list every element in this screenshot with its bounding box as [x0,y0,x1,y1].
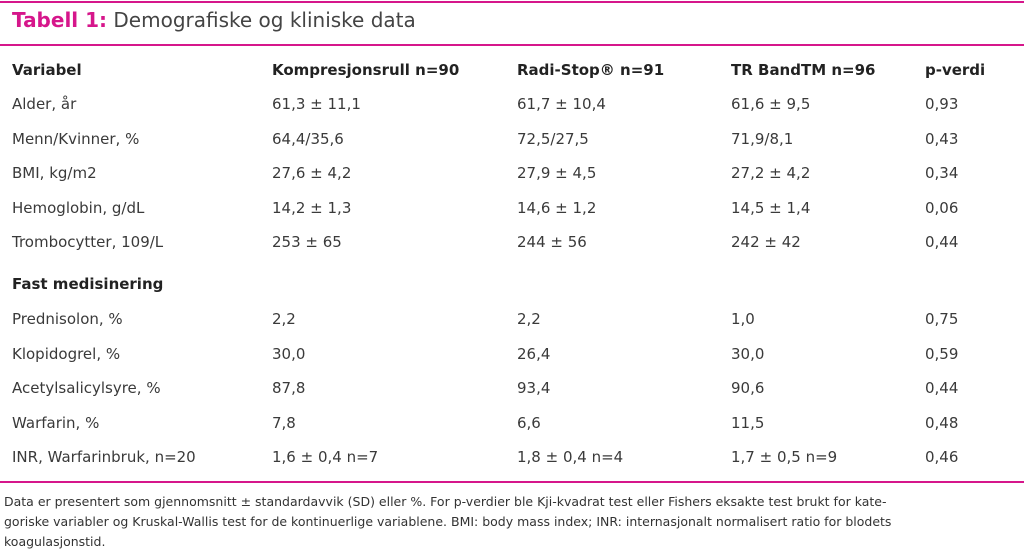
table-cell: 0,75 [925,310,959,328]
table-cell: BMI, kg/m2 [12,164,97,183]
table-cell: 14,6 ± 1,2 [517,198,597,217]
title-text: Demografiske og kliniske data [113,8,416,32]
table-cell: 242 ± 42 [731,233,801,252]
footnote-line: Data er presentert som gjennomsnitt ± st… [4,494,887,509]
footnote-line: koagulasjonstid. [4,534,106,549]
table-cell: 0,43 [925,129,959,148]
table-cell: Menn/Kvinner, % [12,129,140,148]
table-cell: 61,3 ± 11,1 [272,95,361,113]
table-cell: 30,0 [731,344,765,363]
table-cell: Prednisolon, % [12,310,123,328]
table-cell: 6,6 [517,413,541,432]
table-cell: 1,6 ± 0,4 n=7 [272,448,379,467]
table-cell: 27,9 ± 4,5 [517,164,597,183]
table-cell: 71,9/8,1 [731,129,794,148]
column-header: TR BandTM n=96 [731,61,876,79]
table-cell: 1,7 ± 0,5 n=9 [731,448,838,467]
table-cell: Warfarin, % [12,413,100,432]
table-cell: Acetylsalicylsyre, % [12,379,161,398]
table-cell: 27,2 ± 4,2 [731,164,811,183]
table-cell: 30,0 [272,344,306,363]
table-cell: 253 ± 65 [272,233,342,252]
table-cell: 93,4 [517,379,551,398]
table-cell: 1,8 ± 0,4 n=4 [517,448,624,467]
table-cell: 7,8 [272,413,296,432]
table-cell: 14,2 ± 1,3 [272,198,352,217]
table-cell: 2,2 [517,310,541,328]
table-title: Tabell 1: Demografiske og kliniske data [12,8,416,32]
table-cell: 0,93 [925,95,959,113]
column-header: Kompresjonsrull n=90 [272,61,460,79]
column-header: Radi-Stop® n=91 [517,61,665,79]
footnote-line: goriske variabler og Kruskal-Wallis test… [4,514,892,529]
table-cell: 26,4 [517,344,551,363]
table-cell: Alder, år [12,95,77,113]
table-cell: 244 ± 56 [517,233,587,252]
table-cell: 61,7 ± 10,4 [517,95,606,113]
table-cell: 0,59 [925,344,959,363]
table-cell: 14,5 ± 1,4 [731,198,811,217]
title-label: Tabell 1: [12,8,108,32]
table-cell: 1,0 [731,310,755,328]
table-cell: 11,5 [731,413,765,432]
section-header: Fast medisinering [12,275,164,293]
top-rule [0,1,1024,3]
table-cell: 64,4/35,6 [272,129,344,148]
table-cell: Hemoglobin, g/dL [12,198,145,217]
bottom-rule [0,481,1024,483]
table-cell: 0,44 [925,233,959,252]
table-cell: Klopidogrel, % [12,344,121,363]
table-cell: 72,5/27,5 [517,129,589,148]
table-cell: 0,48 [925,413,959,432]
table-cell: 0,06 [925,198,959,217]
table-cell: 2,2 [272,310,296,328]
table-cell: INR, Warfarinbruk, n=20 [12,448,196,467]
title-rule [0,44,1024,46]
table-cell: 27,6 ± 4,2 [272,164,352,183]
column-header: Variabel [12,61,82,79]
table-cell: 0,34 [925,164,959,183]
table-cell: 0,44 [925,379,959,398]
table-cell: 0,46 [925,448,959,467]
column-header: p-verdi [925,61,986,79]
table-cell: Trombocytter, 109/L [12,233,164,252]
table-cell: 61,6 ± 9,5 [731,95,811,113]
table-cell: 87,8 [272,379,306,398]
table-cell: 90,6 [731,379,765,398]
